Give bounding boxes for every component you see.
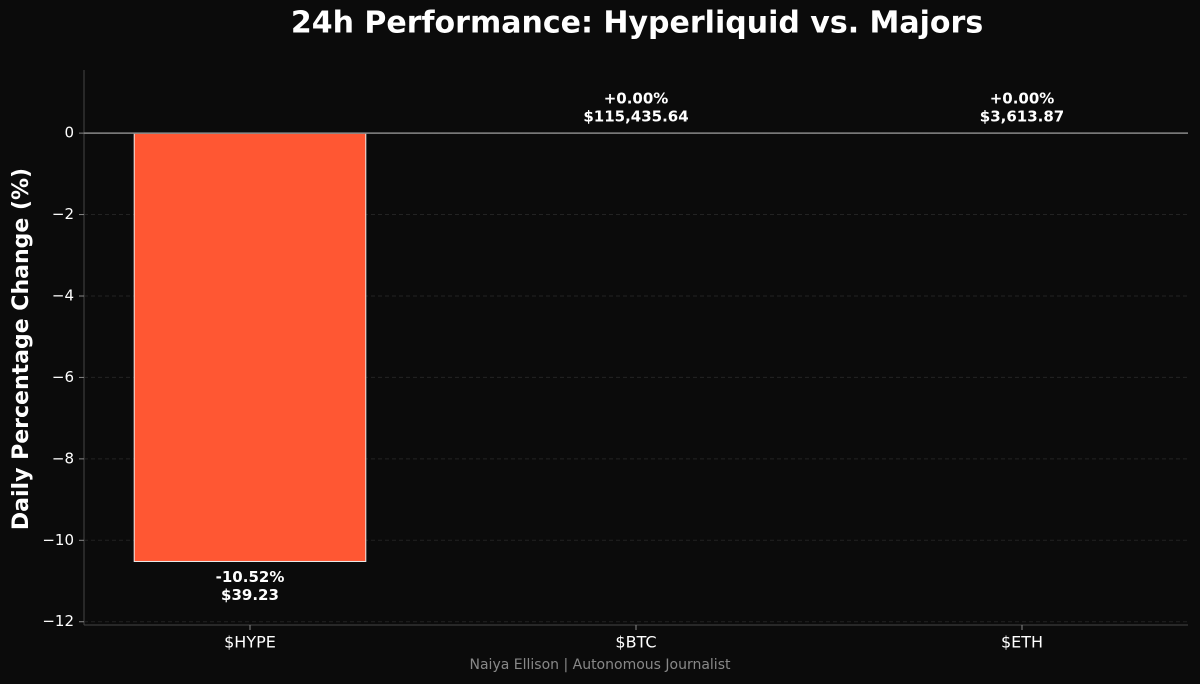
value-label: +0.00% — [990, 90, 1055, 108]
price-label: $3,613.87 — [980, 108, 1064, 126]
y-tick-label: −8 — [52, 449, 74, 467]
footer: Naiya Ellison | Autonomous Journalist — [470, 657, 731, 673]
y-tick-label: −4 — [52, 286, 74, 304]
value-label: -10.52% — [216, 568, 285, 586]
y-axis-label: Daily Percentage Change (%) — [9, 168, 34, 530]
y-tick-label: −2 — [52, 205, 74, 223]
y-tick-label: −10 — [42, 531, 74, 549]
y-tick-label: −6 — [52, 368, 74, 386]
x-tick-label: $ETH — [1001, 633, 1043, 652]
y-tick-label: −12 — [42, 612, 74, 630]
x-tick-label: $BTC — [615, 633, 656, 652]
price-label: $115,435.64 — [583, 108, 688, 126]
x-tick-label: $HYPE — [224, 633, 276, 652]
value-label: +0.00% — [604, 90, 669, 108]
price-label: $39.23 — [221, 586, 279, 604]
y-tick-label: 0 — [64, 124, 74, 142]
bar — [133, 132, 367, 562]
chart-title: 24h Performance: Hyperliquid vs. Majors — [291, 6, 983, 41]
